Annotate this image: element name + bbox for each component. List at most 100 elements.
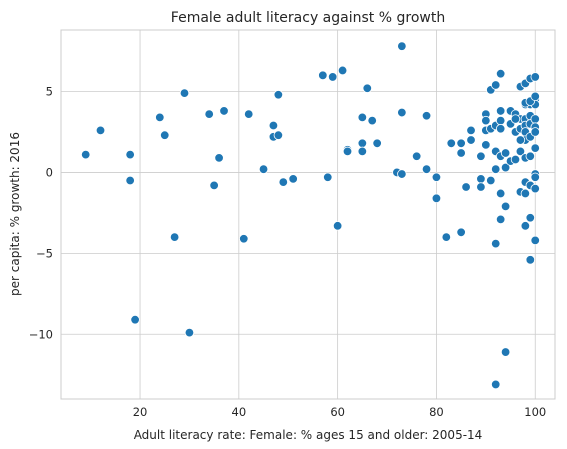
data-point bbox=[441, 232, 452, 242]
data-point bbox=[239, 234, 249, 244]
plot-background bbox=[61, 30, 555, 399]
data-point bbox=[525, 213, 536, 223]
data-point bbox=[332, 221, 343, 231]
tick-labels: 20 40 60 80 100 −10 −5 0 5 bbox=[29, 85, 546, 420]
data-point bbox=[155, 112, 165, 123]
grid-lines bbox=[60, 29, 556, 400]
data-point bbox=[80, 149, 91, 160]
data-point bbox=[288, 174, 298, 184]
data-point bbox=[397, 107, 407, 118]
data-point bbox=[495, 188, 506, 199]
y-tick-label: −10 bbox=[29, 327, 53, 341]
data-point bbox=[495, 115, 506, 126]
data-point bbox=[204, 109, 214, 119]
data-point bbox=[456, 138, 466, 148]
data-point bbox=[530, 72, 540, 82]
data-point bbox=[328, 72, 338, 82]
data-point bbox=[357, 146, 368, 157]
y-axis-label: per capita: % growth: 2016 bbox=[8, 132, 22, 296]
data-point bbox=[397, 169, 407, 179]
x-tick-label: 20 bbox=[133, 405, 148, 419]
data-point bbox=[456, 148, 466, 158]
data-point bbox=[515, 146, 526, 157]
data-point bbox=[184, 327, 195, 338]
data-point bbox=[500, 148, 511, 158]
data-point bbox=[481, 115, 491, 126]
y-tick-label: −5 bbox=[36, 246, 53, 260]
data-point bbox=[421, 111, 432, 121]
data-point bbox=[530, 91, 540, 102]
data-point bbox=[491, 164, 501, 174]
x-axis-label: Adult literacy rate: Female: % ages 15 a… bbox=[134, 428, 483, 442]
data-point bbox=[520, 221, 531, 231]
data-point bbox=[337, 65, 348, 76]
data-point bbox=[244, 109, 254, 119]
data-point bbox=[160, 130, 170, 140]
data-point bbox=[125, 175, 135, 186]
data-point bbox=[278, 177, 289, 187]
data-point bbox=[431, 193, 442, 204]
data-point bbox=[323, 172, 333, 182]
data-point bbox=[179, 88, 190, 98]
data-point bbox=[476, 151, 486, 161]
data-point bbox=[500, 201, 511, 212]
x-tick-label: 60 bbox=[330, 405, 345, 419]
data-point bbox=[258, 164, 269, 174]
data-point bbox=[530, 183, 540, 194]
plot-frame bbox=[60, 29, 556, 400]
data-point bbox=[466, 135, 476, 145]
data-point bbox=[495, 124, 506, 134]
data-point bbox=[486, 175, 496, 186]
data-point bbox=[525, 255, 536, 265]
x-tick-label: 80 bbox=[429, 405, 444, 419]
data-point bbox=[515, 135, 526, 145]
data-point bbox=[495, 68, 506, 79]
data-point bbox=[273, 90, 284, 100]
data-point bbox=[357, 112, 368, 123]
data-point bbox=[500, 347, 511, 357]
data-point bbox=[495, 106, 506, 116]
chart-title: Female adult literacy against % growth bbox=[171, 10, 445, 26]
data-point bbox=[481, 140, 491, 150]
data-point bbox=[268, 120, 279, 131]
data-point bbox=[456, 227, 466, 238]
data-point bbox=[411, 151, 422, 161]
data-point bbox=[476, 182, 486, 192]
data-point bbox=[169, 232, 180, 242]
data-point bbox=[372, 138, 382, 148]
data-point bbox=[125, 149, 135, 160]
data-point bbox=[95, 125, 106, 136]
data-point bbox=[510, 154, 521, 165]
data-points bbox=[80, 41, 540, 390]
data-point bbox=[466, 125, 476, 136]
data-point bbox=[495, 214, 506, 225]
data-point bbox=[491, 379, 501, 390]
data-point bbox=[520, 188, 531, 199]
data-point bbox=[342, 146, 353, 157]
data-point bbox=[491, 80, 501, 90]
data-point bbox=[367, 115, 377, 126]
data-point bbox=[500, 162, 511, 173]
data-point bbox=[273, 130, 284, 140]
data-point bbox=[357, 138, 368, 148]
data-point bbox=[461, 182, 471, 192]
data-point bbox=[510, 114, 521, 124]
data-point bbox=[219, 106, 229, 116]
data-point bbox=[491, 238, 501, 249]
data-point bbox=[209, 180, 219, 191]
data-point bbox=[318, 70, 328, 81]
data-point bbox=[530, 127, 540, 137]
data-point bbox=[525, 151, 536, 161]
data-point bbox=[530, 235, 540, 246]
data-point bbox=[421, 164, 432, 174]
data-point bbox=[476, 174, 486, 184]
data-point bbox=[214, 153, 224, 163]
y-tick-label: 5 bbox=[46, 85, 53, 99]
data-point bbox=[530, 172, 540, 182]
data-point bbox=[431, 172, 442, 182]
y-tick-label: 0 bbox=[46, 165, 53, 179]
data-point bbox=[397, 41, 407, 51]
data-point bbox=[530, 143, 540, 153]
x-tick-label: 100 bbox=[524, 405, 546, 419]
